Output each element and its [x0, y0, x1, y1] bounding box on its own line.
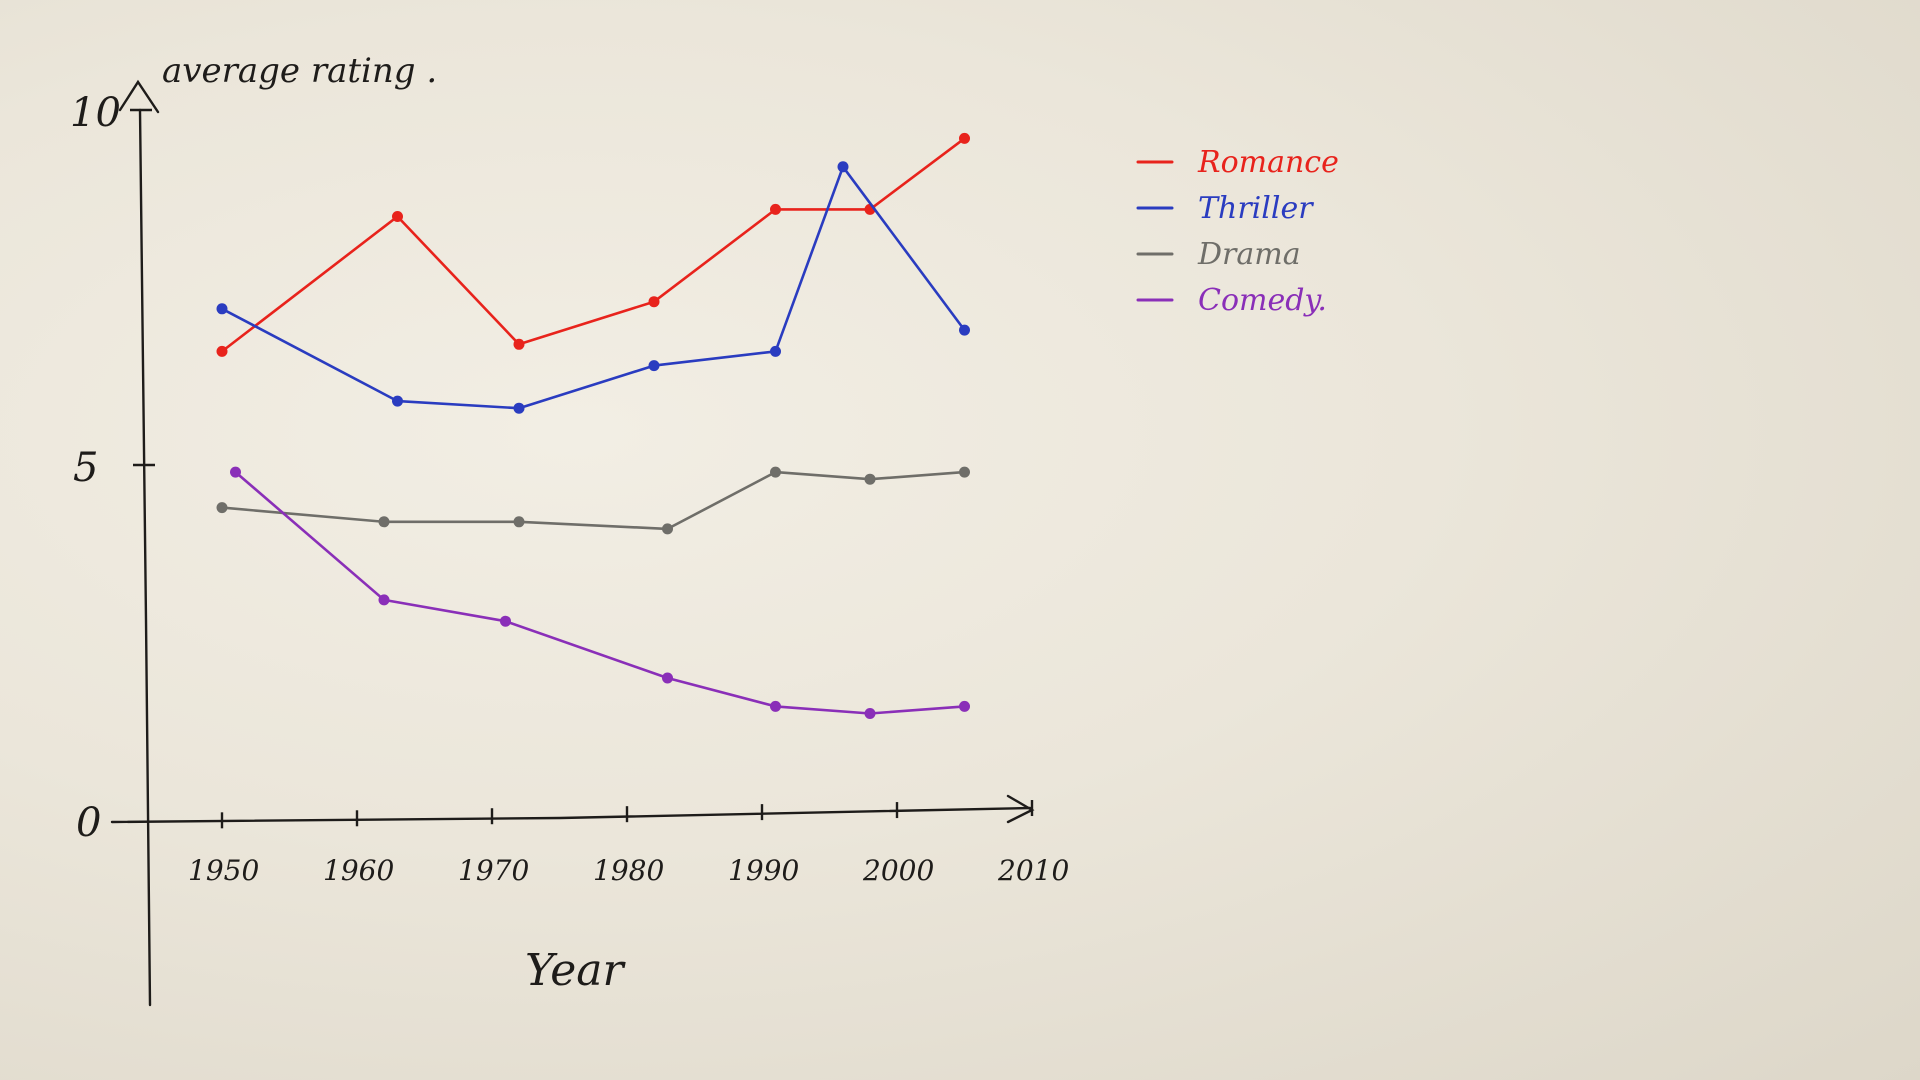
data-point — [513, 402, 525, 414]
x-tick-label: 1950 — [188, 854, 259, 887]
data-point — [500, 615, 511, 627]
y-ticks: 0 5 10 — [70, 90, 155, 846]
series-line-comedy — [234, 470, 966, 715]
y-axis — [138, 108, 152, 1007]
data-point — [959, 324, 970, 336]
axes — [110, 79, 1035, 1007]
data-point — [770, 466, 781, 478]
x-tick-label: 2010 — [997, 854, 1069, 887]
data-point — [770, 203, 781, 215]
data-point — [770, 700, 781, 712]
data-point — [216, 502, 228, 514]
data-point — [216, 345, 228, 357]
data-point — [648, 296, 660, 308]
data-point — [230, 466, 241, 478]
x-tick-label: 1990 — [728, 854, 799, 887]
data-point — [959, 466, 970, 478]
x-tick-label: 1970 — [458, 854, 529, 887]
series-line-thriller — [220, 165, 966, 410]
x-tick-label: 1960 — [323, 854, 394, 887]
legend-label: Thriller — [1198, 191, 1314, 226]
data-point — [959, 700, 970, 712]
data-point — [770, 345, 781, 357]
data-point — [648, 360, 660, 372]
series-line-drama — [220, 470, 966, 531]
data-point — [662, 523, 673, 535]
y-tick-label: 0 — [76, 800, 101, 846]
data-point — [378, 516, 390, 528]
x-tick-label: 2000 — [862, 854, 934, 887]
y-axis-label: average rating . — [162, 51, 437, 91]
y-tick-label: 5 — [73, 445, 98, 491]
data-point — [392, 395, 403, 407]
series-layer — [216, 132, 970, 719]
series-line-romance — [220, 137, 966, 353]
legend: Romance Thriller Drama Comedy. — [1136, 145, 1339, 318]
data-point — [513, 338, 525, 350]
x-tick-label: 1980 — [593, 854, 664, 887]
data-point — [378, 594, 390, 606]
x-ticks: 1950 1960 1970 1980 1990 2000 2010 — [188, 800, 1069, 887]
data-point — [392, 211, 403, 222]
data-point — [513, 516, 525, 528]
x-axis — [110, 806, 1032, 824]
legend-label: Comedy. — [1198, 283, 1327, 318]
data-point — [662, 672, 673, 684]
data-point — [864, 473, 876, 485]
data-point — [216, 303, 228, 315]
y-axis-arrow — [118, 79, 160, 114]
data-point — [864, 708, 876, 719]
legend-label: Romance — [1197, 145, 1339, 180]
data-point — [837, 161, 849, 173]
y-tick-label: 10 — [70, 90, 121, 136]
data-point — [959, 132, 970, 144]
legend-label: Drama — [1197, 237, 1301, 272]
x-axis-label: Year — [525, 945, 626, 996]
